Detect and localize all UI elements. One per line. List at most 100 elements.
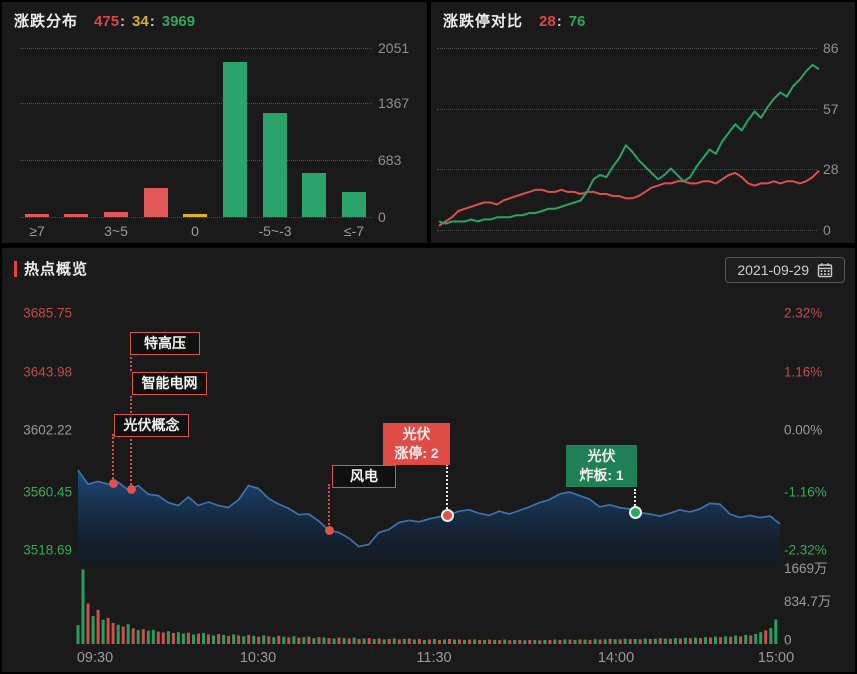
volume-bar — [563, 639, 567, 644]
volume-bar — [287, 637, 291, 644]
volume-bar — [729, 636, 733, 644]
distribution-bar — [144, 188, 168, 217]
volume-bar — [658, 638, 662, 644]
index-price-line — [77, 469, 781, 548]
volume-bar — [242, 636, 246, 644]
volume-bar — [754, 634, 758, 644]
time-axis-label: 09:30 — [76, 650, 114, 666]
volume-bar — [237, 635, 241, 644]
separator: : — [556, 13, 562, 30]
volume-bar — [608, 639, 612, 644]
volume-bar — [774, 619, 778, 644]
volume-bar — [91, 616, 95, 644]
down-count: 3969 — [161, 13, 196, 30]
up-count: 475 — [94, 13, 120, 30]
panel-limit-compare: 涨跌停对比 28: 76 86 57 28 0 — [431, 2, 855, 243]
volume-bar — [528, 639, 532, 644]
volume-bar — [156, 631, 160, 644]
date-value: 2021-09-29 — [737, 262, 809, 278]
volume-bar — [488, 639, 492, 644]
volume-bar — [538, 640, 542, 644]
volume-bar — [146, 630, 150, 644]
price-axis-label: 3518.69 — [23, 542, 72, 558]
x-tick-label: ≤-7 — [343, 223, 365, 239]
volume-bar — [678, 638, 682, 644]
volume-bar — [543, 639, 547, 644]
distribution-bar — [302, 173, 326, 217]
volume-bar — [327, 638, 331, 644]
y-tick-label: 683 — [378, 152, 402, 168]
price-axis-label: 3685.75 — [23, 305, 72, 321]
volume-bar — [217, 634, 221, 644]
volume-bar — [533, 640, 537, 644]
panel-hotspot-overview: 热点概览 2021-09-29 3685.75 2.32% 3643.98 1.16%… — [2, 248, 855, 672]
volume-bar — [473, 639, 477, 644]
volume-bar — [734, 635, 738, 644]
distribution-header: 涨跌分布 475: 34: 3969 — [14, 10, 195, 31]
x-tick-label: -5~-3 — [258, 223, 292, 239]
gridline — [20, 217, 372, 218]
volume-bar — [548, 640, 552, 644]
annotation-text: 特高压 — [144, 335, 186, 351]
volume-bar — [292, 636, 296, 644]
time-axis-label: 10:30 — [239, 650, 277, 666]
volume-bar — [683, 637, 687, 644]
date-picker[interactable]: 2021-09-29 — [725, 257, 845, 283]
separator: : — [120, 13, 126, 30]
volume-bar — [86, 603, 90, 644]
x-tick-label: 0 — [191, 223, 199, 239]
volume-bar — [558, 639, 562, 644]
volume-bar — [588, 639, 592, 644]
price-axis-label: 3602.22 — [23, 422, 72, 438]
volume-bar — [744, 634, 748, 644]
annotation-text: 智能电网 — [141, 375, 198, 391]
volume-bar — [443, 639, 446, 644]
event-marker-dot — [628, 505, 642, 519]
event-marker-dot — [440, 508, 454, 522]
volume-bar — [267, 636, 271, 644]
annotation-connector — [446, 464, 448, 509]
gridline — [20, 103, 372, 104]
volume-bar — [96, 609, 100, 644]
annotation-connector — [328, 484, 330, 525]
volume-bar — [317, 637, 321, 644]
price-axis-label: 3560.45 — [23, 484, 72, 500]
separator: : — [149, 13, 155, 30]
volume-bar — [628, 639, 632, 644]
percent-axis-label: 2.32% — [784, 305, 823, 321]
volume-bar — [352, 637, 356, 644]
volume-bar — [192, 634, 195, 644]
volume-bar — [427, 639, 431, 644]
panel-distribution: 涨跌分布 475: 34: 3969 2051 1367 683 0 ≥7 3~5 0 -5~… — [2, 2, 427, 243]
volume-axis-label: 1669万 — [784, 561, 828, 576]
volume-bar — [553, 639, 557, 644]
volume-bar — [171, 633, 175, 644]
y-tick-label: 28 — [823, 161, 839, 177]
volume-bar — [372, 639, 376, 644]
volume-bar — [663, 638, 667, 644]
volume-bar — [714, 636, 717, 644]
hotspot-chart — [76, 469, 781, 644]
annotation-box: 风电 — [332, 465, 396, 488]
volume-bar — [392, 638, 396, 644]
annotation-text: 光伏 — [402, 426, 431, 442]
volume-bar — [653, 638, 657, 644]
flat-count: 34 — [132, 13, 149, 30]
limit-up-count: 28 — [539, 13, 556, 30]
gridline — [437, 169, 817, 170]
event-marker-dot — [126, 484, 136, 494]
volume-bar — [759, 632, 763, 644]
volume-bar — [749, 635, 753, 644]
volume-bar — [493, 639, 497, 644]
volume-bar — [227, 635, 231, 644]
volume-bar — [458, 639, 461, 644]
limit-down-line — [438, 63, 820, 225]
event-marker-dot — [108, 478, 118, 488]
volume-bar — [432, 639, 436, 644]
volume-bar — [402, 639, 406, 644]
volume-bar — [121, 626, 125, 644]
y-tick-label: 57 — [823, 101, 839, 117]
volume-axis-label: 0 — [784, 632, 792, 648]
distribution-bar — [342, 192, 366, 217]
title-accent-bar — [14, 261, 17, 277]
